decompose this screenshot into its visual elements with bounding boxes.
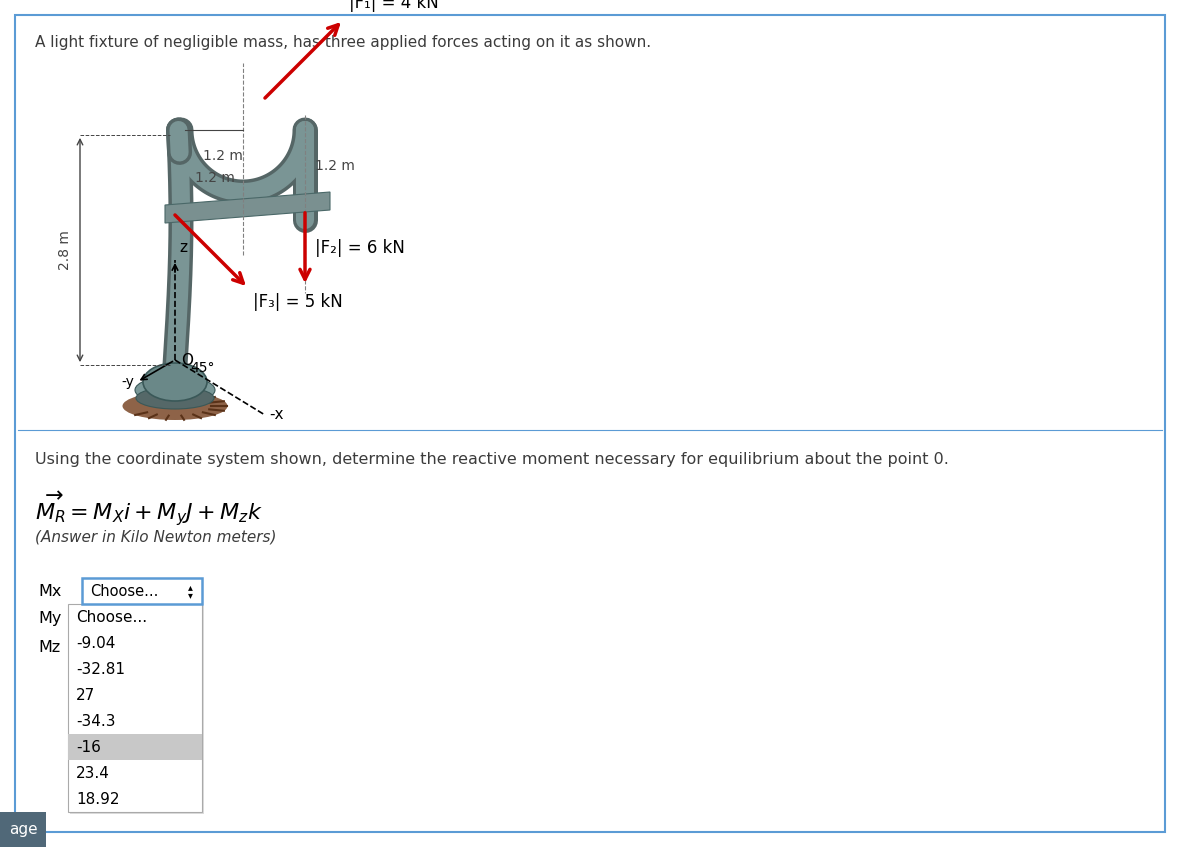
Ellipse shape xyxy=(123,392,228,420)
Text: $\overrightarrow{M_R} = M_Xi + M_yJ + M_zk$: $\overrightarrow{M_R} = M_Xi + M_yJ + M_… xyxy=(35,490,263,529)
Text: age: age xyxy=(8,822,38,837)
Text: z: z xyxy=(179,240,186,255)
FancyBboxPatch shape xyxy=(68,604,202,812)
Text: 45°: 45° xyxy=(190,361,215,375)
Ellipse shape xyxy=(136,387,214,409)
Text: My: My xyxy=(38,612,61,627)
Text: |F₃| = 5 kN: |F₃| = 5 kN xyxy=(253,293,342,311)
Ellipse shape xyxy=(143,363,206,401)
Text: Mx: Mx xyxy=(38,584,61,599)
Text: -16: -16 xyxy=(76,739,100,755)
FancyBboxPatch shape xyxy=(70,606,204,814)
Polygon shape xyxy=(165,192,330,223)
Text: -y: -y xyxy=(122,375,133,389)
Text: 2.8 m: 2.8 m xyxy=(58,230,72,270)
FancyBboxPatch shape xyxy=(81,578,202,604)
Text: ▴
▾: ▴ ▾ xyxy=(188,582,192,601)
Text: -x: -x xyxy=(269,407,283,422)
Text: A light fixture of negligible mass, has three applied forces acting on it as sho: A light fixture of negligible mass, has … xyxy=(35,35,651,50)
Text: |F₂| = 6 kN: |F₂| = 6 kN xyxy=(315,239,405,257)
Text: 1.2 m: 1.2 m xyxy=(195,171,235,185)
Text: O: O xyxy=(181,353,194,368)
Text: 23.4: 23.4 xyxy=(76,766,110,780)
Ellipse shape xyxy=(135,376,215,404)
Text: Choose...: Choose... xyxy=(90,584,158,599)
Text: 1.2 m: 1.2 m xyxy=(203,149,243,163)
Text: |F₁| = 4 kN: |F₁| = 4 kN xyxy=(349,0,439,12)
Text: Using the coordinate system shown, determine the reactive moment necessary for e: Using the coordinate system shown, deter… xyxy=(35,452,949,467)
Text: -34.3: -34.3 xyxy=(76,713,116,728)
Text: -32.81: -32.81 xyxy=(76,662,125,677)
Text: Mz: Mz xyxy=(38,639,60,655)
FancyBboxPatch shape xyxy=(0,812,46,847)
Text: -9.04: -9.04 xyxy=(76,635,116,650)
FancyBboxPatch shape xyxy=(68,734,202,760)
Text: 18.92: 18.92 xyxy=(76,791,119,806)
Text: 1.2 m: 1.2 m xyxy=(315,159,355,173)
Text: 27: 27 xyxy=(76,688,96,702)
Text: (Answer in Kilo Newton meters): (Answer in Kilo Newton meters) xyxy=(35,530,276,545)
Text: Choose...: Choose... xyxy=(76,610,148,624)
FancyBboxPatch shape xyxy=(15,15,1165,832)
